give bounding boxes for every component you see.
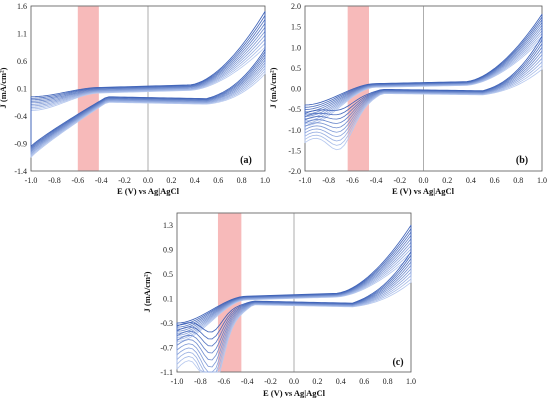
panel-b-ytick: -2.0 — [288, 167, 301, 176]
panel-b-cycle-10 — [304, 13, 543, 114]
panel-a-xtick: -0.8 — [48, 176, 61, 185]
panel-b-xtick: 0.4 — [466, 176, 476, 185]
panel-b-xtick: 1.0 — [537, 176, 547, 185]
panel-a-xtick: -0.2 — [118, 176, 131, 185]
panel-a-xtick: 0.0 — [143, 176, 153, 185]
panel-a-xlabel: E (V) vs Ag|AgCl — [117, 186, 180, 196]
panel-b-xlabel: E (V) vs Ag|AgCl — [392, 186, 455, 196]
panel-a-cycle-5 — [30, 30, 266, 153]
panel-c-xtick: -1.0 — [171, 377, 184, 386]
panel-b-xtick: -1.0 — [299, 176, 312, 185]
panel-b-ytick: 0.5 — [291, 64, 301, 73]
panel-c-xtick: -0.2 — [264, 377, 277, 386]
panel-b-xtick: 0.2 — [442, 176, 452, 185]
panel-c-ytick: -0.7 — [160, 344, 173, 353]
panel-c-xtick: 0.6 — [359, 377, 369, 386]
panel-a-cycle-2 — [30, 42, 266, 157]
panel-b-xtick: 0.8 — [513, 176, 523, 185]
panel-a-label: (a) — [240, 155, 252, 166]
panel-b-ytick: 1.5 — [291, 23, 301, 32]
panel-a-ytick: 0.6 — [17, 57, 27, 66]
panel-c-xlabel: E (V) vs Ag|AgCl — [263, 388, 326, 398]
panel-a-cycle-9 — [30, 15, 266, 148]
panel-a-xtick: -0.6 — [71, 176, 84, 185]
panel-c: -1.0 -0.8 -0.6 -0.4 -0.2 0.0 0.2 0.4 0.6 0.8 1.0 -… — [142, 212, 416, 398]
panel-c-ytick: -1.1 — [160, 368, 173, 377]
panel-a-ylabel: J (mA/cm²) — [0, 67, 8, 108]
panel-b-ytick: -1.0 — [288, 126, 301, 135]
panel-c-xtick: -0.6 — [217, 377, 230, 386]
panel-a-ytick: 1.1 — [17, 30, 27, 39]
panel-a-xtick: 1.0 — [260, 176, 270, 185]
panel-a-ytick: 0.1 — [17, 85, 27, 94]
panel-a-cycle-10 — [30, 11, 266, 147]
panel-b-xtick: -0.6 — [346, 176, 359, 185]
panel-c-ytick: 0.9 — [163, 246, 173, 255]
panel-b-ytick: 0.0 — [291, 85, 301, 94]
panel-a-cycle-6 — [30, 26, 266, 152]
panel-b-xtick: -0.8 — [322, 176, 335, 185]
panel-c-ytick: -0.3 — [160, 319, 173, 328]
panel-b-xtick: 0.6 — [490, 176, 500, 185]
panel-c-ylabel: J (mA/cm²) — [142, 271, 152, 312]
panel-c-xtick: 1.0 — [406, 377, 416, 386]
panel-c-xtick: 0.8 — [383, 377, 393, 386]
panel-b-ytick: -1.5 — [288, 146, 301, 155]
panel-b-xtick: 0.0 — [419, 176, 429, 185]
panel-a-xtick: 0.6 — [213, 176, 223, 185]
panel-c-xtick: -0.8 — [194, 377, 207, 386]
panel-a: -1.0 -0.8 -0.6 -0.4 -0.2 0.0 0.2 0.4 0.6 0.8 1.0 -… — [0, 2, 270, 196]
panel-a-cycle-7 — [30, 22, 266, 151]
panel-b-ytick: -0.5 — [288, 105, 301, 114]
panel-a-cycle-8 — [30, 19, 266, 150]
panel-a-cycle-1 — [30, 46, 266, 158]
panel-c-xtick: 0.4 — [336, 377, 346, 386]
panel-a-xtick: -0.4 — [95, 176, 108, 185]
panel-c-ytick: 0.1 — [163, 295, 173, 304]
panel-c-xtick: -0.4 — [241, 377, 254, 386]
panel-c-xtick: 0.0 — [289, 377, 299, 386]
panel-a-xtick: 0.8 — [237, 176, 247, 185]
panel-b-xtick: -0.2 — [393, 176, 406, 185]
panel-c-xtick: 0.2 — [312, 377, 322, 386]
panel-a-ytick: -0.9 — [14, 140, 27, 149]
panel-a-cycle-4 — [30, 34, 266, 155]
panel-a-ytick: 1.6 — [17, 2, 27, 11]
panel-b-xtick: -0.4 — [370, 176, 383, 185]
panel-b-ytick: 2.0 — [291, 2, 301, 11]
panel-a-ytick: -0.4 — [14, 112, 27, 121]
panel-a-ytick: -1.4 — [14, 167, 27, 176]
panel-c-cycle-10 — [176, 224, 412, 333]
panel-c-label: (c) — [392, 357, 403, 368]
panel-a-xtick: 0.2 — [166, 176, 176, 185]
panel-a-cycle-3 — [30, 38, 266, 156]
panel-c-ytick: 1.3 — [163, 221, 173, 230]
panel-b-ylabel: J (mA/cm²) — [268, 67, 278, 108]
panel-b-label: (b) — [516, 155, 528, 166]
panel-a-xtick: 0.4 — [190, 176, 200, 185]
panel-b-ytick: 1.0 — [291, 43, 301, 52]
panel-b: -1.0 -0.8 -0.6 -0.4 -0.2 0.0 0.2 0.4 0.6 0.8 1.0 -… — [268, 2, 547, 196]
panel-c-ytick: 0.5 — [163, 270, 173, 279]
panel-a-xtick: -1.0 — [25, 176, 38, 185]
